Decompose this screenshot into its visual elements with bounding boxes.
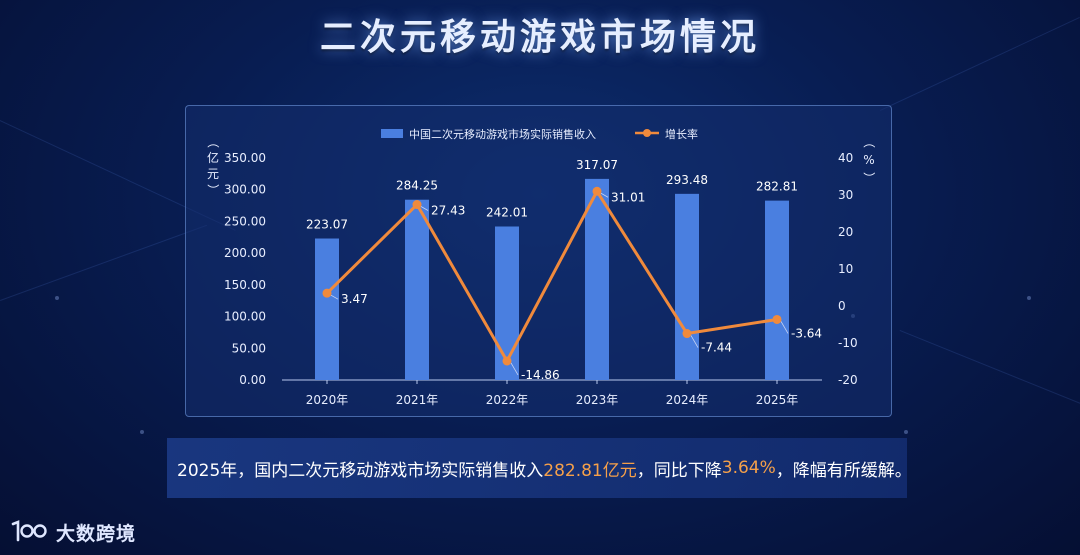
y-right-axis-title-char: % [863, 153, 874, 167]
growth-rate-data-label: 3.47 [341, 292, 368, 306]
x-tick-label: 2024年 [666, 393, 709, 407]
bar-data-label: 317.07 [576, 158, 618, 172]
growth-rate-data-label: 27.43 [431, 204, 465, 218]
growth-rate-leader-line [510, 362, 519, 376]
bar [765, 200, 789, 380]
y-left-tick-label: 100.00 [224, 310, 266, 324]
y-right-axis-title-char: （ [862, 136, 876, 148]
x-tick-label: 2020年 [306, 393, 349, 407]
background-dot [904, 430, 908, 434]
growth-rate-data-label: -3.64 [791, 326, 822, 340]
y-right-tick-label: -20 [838, 373, 858, 387]
y-left-tick-label: 300.00 [224, 183, 266, 197]
bar [315, 238, 339, 380]
bar-data-label: 282.81 [756, 180, 798, 194]
growth-rate-data-label: -14.86 [521, 368, 560, 382]
bar-data-label: 293.48 [666, 173, 708, 187]
growth-rate-point [502, 356, 512, 366]
background-decoration [899, 330, 1080, 406]
growth-rate-data-label: -7.44 [701, 341, 732, 355]
bar [585, 178, 609, 380]
growth-rate-leader-line [420, 206, 429, 211]
y-right-tick-label: 30 [838, 188, 853, 202]
y-left-tick-label: 50.00 [232, 341, 266, 355]
y-left-axis-title-char: （ [206, 136, 220, 148]
growth-rate-leader-line [600, 192, 609, 198]
y-right-tick-label: 20 [838, 225, 853, 239]
growth-rate-line [325, 189, 778, 363]
y-left-tick-label: 250.00 [224, 214, 266, 228]
bar-data-label: 284.25 [396, 179, 438, 193]
legend-line-marker [643, 129, 651, 137]
combo-chart: 中国二次元移动游戏市场实际销售收入 增长率 （ 亿元 ） （% ） 0.00 50.00 100.… [206, 127, 876, 407]
y-left-tick-label: 200.00 [224, 246, 266, 260]
growth-rate-point [412, 200, 422, 210]
brand-mark-icon [11, 520, 47, 542]
chart-panel: 中国二次元移动游戏市场实际销售收入 增长率 （ 亿元 ） （% ） 0.00 50.00 100.… [185, 105, 892, 417]
legend-label: 增长率 [665, 127, 698, 141]
y-left-axis-title-char: 元 [207, 167, 219, 181]
x-tick-label: 2023年 [576, 393, 619, 407]
y-left-axis-title-char: 亿 [207, 150, 219, 165]
y-right-tick-label: 10 [838, 262, 853, 276]
growth-rate-point [682, 329, 692, 339]
summary-bar: 2025年，国内二次元移动游戏市场实际销售收入 282.81亿元 ，同比下降 3.64… [167, 438, 912, 498]
y-right-tick-label: -10 [838, 336, 858, 350]
background-dot [140, 430, 144, 434]
background-decoration [0, 224, 208, 301]
brand-name: 大数跨境 [56, 522, 137, 545]
y-left-tick-label: 0.00 [239, 373, 266, 387]
background-dot [55, 296, 59, 300]
growth-rate-leader-line [780, 321, 789, 334]
growth-rate-point [592, 186, 602, 196]
growth-rate-point [772, 314, 782, 324]
x-tick-label: 2025年 [756, 393, 799, 407]
bar [675, 193, 699, 380]
summary-revenue-value: 282.81亿元 [543, 460, 637, 481]
bar-data-label: 223.07 [306, 218, 348, 232]
background-dot [1027, 296, 1031, 300]
growth-rate-point [322, 288, 332, 298]
y-left-tick-label: 150.00 [224, 278, 266, 292]
legend-bar-swatch [381, 129, 403, 138]
summary-text: 2025年，国内二次元移动游戏市场实际销售收入 [177, 460, 544, 481]
x-tick-label: 2021年 [396, 393, 439, 407]
growth-rate-leader-line [690, 335, 699, 348]
y-right-tick-label: 0 [838, 299, 846, 313]
y-right-axis-title-char: ） [862, 172, 876, 184]
bar-data-label: 242.01 [486, 205, 528, 219]
bar [495, 226, 519, 380]
summary-growth-value: 3.64% [721, 458, 776, 478]
page-title: 二次元移动游戏市场情况 [319, 17, 760, 58]
summary-text: ，降幅有所缓解。 [775, 460, 912, 481]
summary-text: ，同比下降 [636, 460, 722, 481]
x-tick-label: 2022年 [486, 393, 529, 407]
growth-rate-data-label: 31.01 [611, 190, 645, 204]
y-right-tick-label: 40 [838, 151, 853, 165]
legend-label: 中国二次元移动游戏市场实际销售收入 [409, 127, 596, 141]
brand-logo: 大数跨境 [10, 517, 136, 547]
bar [405, 199, 429, 380]
growth-rate-leader-line [330, 294, 339, 300]
y-left-tick-label: 350.00 [224, 151, 266, 165]
y-left-axis-title-char: ） [206, 184, 220, 196]
